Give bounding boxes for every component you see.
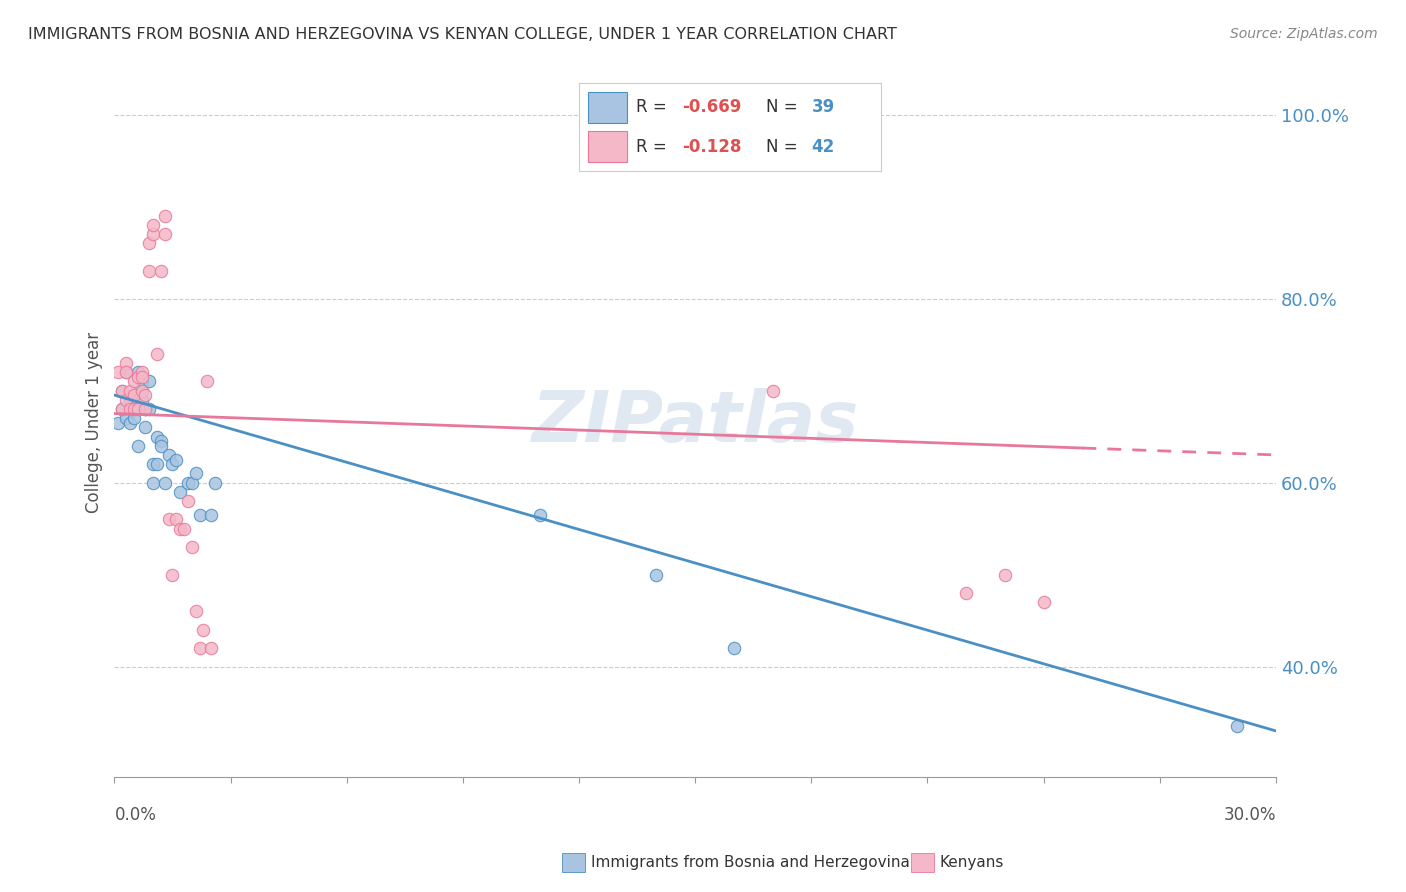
- Point: [723, 641, 745, 656]
- Point: [111, 384, 134, 398]
- Point: [138, 401, 160, 416]
- Point: [115, 411, 138, 425]
- Point: [173, 522, 195, 536]
- Text: ZIPatlas: ZIPatlas: [531, 388, 859, 458]
- Point: [138, 374, 160, 388]
- Point: [131, 374, 153, 388]
- Point: [200, 641, 222, 656]
- Point: [165, 452, 187, 467]
- Y-axis label: College, Under 1 year: College, Under 1 year: [86, 332, 103, 513]
- Point: [142, 457, 165, 471]
- Point: [180, 475, 202, 490]
- Point: [134, 401, 156, 416]
- Point: [111, 384, 134, 398]
- Text: 0.0%: 0.0%: [114, 806, 156, 824]
- Point: [146, 429, 169, 443]
- Point: [157, 512, 180, 526]
- Point: [118, 416, 141, 430]
- Point: [138, 264, 160, 278]
- Point: [118, 401, 141, 416]
- Point: [131, 369, 153, 384]
- Point: [122, 411, 145, 425]
- Point: [134, 388, 156, 402]
- Point: [115, 392, 138, 407]
- Point: [153, 209, 176, 223]
- Point: [149, 439, 172, 453]
- Point: [153, 227, 176, 241]
- Point: [122, 401, 145, 416]
- Point: [142, 227, 165, 241]
- Point: [200, 508, 222, 522]
- Point: [165, 512, 187, 526]
- Point: [142, 218, 165, 232]
- Point: [157, 448, 180, 462]
- Point: [131, 384, 153, 398]
- Point: [169, 522, 191, 536]
- Point: [127, 369, 149, 384]
- Point: [127, 365, 149, 379]
- Point: [149, 264, 172, 278]
- Point: [146, 457, 169, 471]
- Point: [162, 457, 184, 471]
- Point: [193, 623, 215, 637]
- Text: IMMIGRANTS FROM BOSNIA AND HERZEGOVINA VS KENYAN COLLEGE, UNDER 1 YEAR CORRELATI: IMMIGRANTS FROM BOSNIA AND HERZEGOVINA V…: [28, 27, 897, 42]
- Point: [131, 384, 153, 398]
- Point: [149, 434, 172, 449]
- Point: [195, 374, 218, 388]
- Point: [115, 356, 138, 370]
- Point: [184, 467, 207, 481]
- Point: [111, 401, 134, 416]
- Point: [162, 567, 184, 582]
- Point: [115, 365, 138, 379]
- Point: [131, 392, 153, 407]
- Point: [134, 420, 156, 434]
- Point: [134, 401, 156, 416]
- Point: [122, 401, 145, 416]
- Point: [994, 567, 1017, 582]
- Text: 30.0%: 30.0%: [1223, 806, 1277, 824]
- Point: [955, 586, 977, 600]
- Point: [122, 388, 145, 402]
- Point: [153, 475, 176, 490]
- Point: [127, 401, 149, 416]
- Point: [177, 494, 200, 508]
- Text: Source: ZipAtlas.com: Source: ZipAtlas.com: [1230, 27, 1378, 41]
- Point: [138, 236, 160, 251]
- Text: Kenyans: Kenyans: [939, 855, 1004, 870]
- Point: [131, 365, 153, 379]
- Point: [118, 384, 141, 398]
- Point: [169, 484, 191, 499]
- Point: [762, 384, 785, 398]
- Point: [1032, 595, 1054, 609]
- Point: [107, 365, 129, 379]
- Point: [118, 392, 141, 407]
- Point: [204, 475, 226, 490]
- Point: [188, 641, 211, 656]
- Point: [188, 508, 211, 522]
- Point: [1226, 719, 1249, 733]
- Point: [122, 374, 145, 388]
- Point: [111, 401, 134, 416]
- Point: [184, 604, 207, 618]
- Point: [146, 347, 169, 361]
- Point: [529, 508, 551, 522]
- Text: Immigrants from Bosnia and Herzegovina: Immigrants from Bosnia and Herzegovina: [591, 855, 910, 870]
- Point: [127, 439, 149, 453]
- Point: [180, 540, 202, 554]
- Point: [645, 567, 668, 582]
- Point: [142, 475, 165, 490]
- Point: [177, 475, 200, 490]
- Point: [115, 365, 138, 379]
- Point: [107, 416, 129, 430]
